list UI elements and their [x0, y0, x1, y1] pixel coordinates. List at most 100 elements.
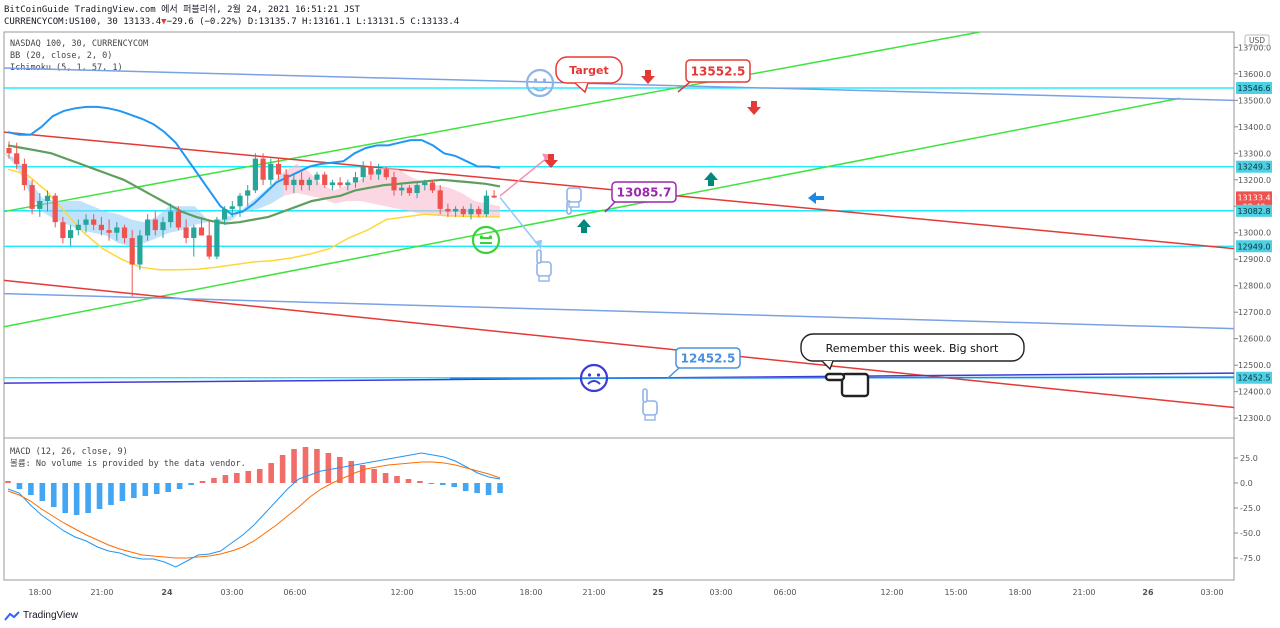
candle-body[interactable]	[291, 179, 297, 186]
red-down-arrow-icon[interactable]	[641, 70, 655, 84]
candle-body[interactable]	[275, 163, 282, 175]
candle-body[interactable]	[306, 179, 312, 186]
candle-body[interactable]	[175, 211, 181, 228]
candle-body[interactable]	[283, 174, 289, 186]
blue-left-arrow-icon[interactable]	[808, 192, 824, 204]
target-callout[interactable]: Target	[555, 56, 623, 94]
candle-body[interactable]	[91, 219, 97, 225]
candle-body[interactable]	[422, 182, 428, 186]
candle-body[interactable]	[453, 208, 459, 212]
macd-histogram-bar	[85, 483, 91, 513]
candle-body[interactable]	[6, 148, 12, 154]
red-down-arrow-icon[interactable]	[544, 154, 558, 168]
teal-up-arrow-icon[interactable]	[704, 172, 718, 186]
candle-body[interactable]	[121, 227, 128, 239]
candle-body[interactable]	[476, 208, 482, 215]
sad-face-icon[interactable]	[579, 363, 609, 393]
candle-body[interactable]	[491, 195, 497, 198]
candle-body[interactable]	[368, 166, 374, 175]
candle-body[interactable]	[260, 158, 266, 180]
candle-body[interactable]	[198, 227, 205, 236]
price-tag	[1236, 204, 1272, 217]
candle-body[interactable]	[329, 182, 335, 186]
candle-body[interactable]	[83, 219, 89, 225]
neutral-face-icon[interactable]	[471, 225, 501, 255]
currency-box[interactable]	[1244, 34, 1270, 47]
pointing-hand-black-icon[interactable]	[824, 372, 870, 398]
red-down-arrow-icon[interactable]	[747, 101, 761, 115]
legend-ichimoku[interactable]: Ichimoku (5, 1, 57, 1)	[10, 63, 123, 73]
candle-body[interactable]	[252, 158, 258, 191]
candle-body[interactable]	[44, 195, 51, 201]
candle-body[interactable]	[245, 190, 251, 196]
candle-body[interactable]	[229, 206, 235, 209]
candle-body[interactable]	[468, 208, 474, 215]
candle-body[interactable]	[299, 179, 305, 186]
pointing-hand-up-icon[interactable]	[536, 249, 552, 282]
candle-body[interactable]	[322, 174, 328, 186]
candle-body[interactable]	[445, 208, 451, 212]
pointing-hand-down-icon[interactable]	[566, 187, 582, 215]
candle-body[interactable]	[268, 163, 274, 180]
candle-body[interactable]	[160, 222, 166, 231]
candle-body[interactable]	[68, 230, 74, 239]
candle-body[interactable]	[37, 200, 43, 209]
price-label-13552[interactable]: 13552.5	[685, 59, 751, 83]
candle-body[interactable]	[29, 185, 35, 209]
macd-tick-label: -75.0	[1240, 554, 1261, 563]
candle-body[interactable]	[414, 185, 420, 194]
candle-body[interactable]	[222, 208, 228, 220]
comment-callout[interactable]: Remember this week. Big short	[800, 333, 1025, 371]
price-label-13085[interactable]: 13085.7	[611, 181, 677, 203]
candle-body[interactable]	[206, 235, 212, 257]
trend-line-steel-upper[interactable]	[3, 67, 1235, 102]
candle-body[interactable]	[145, 219, 151, 236]
legend-bollinger[interactable]: BB (20, close, 2, 0)	[10, 51, 113, 61]
legend-symbol[interactable]: NASDAQ 100, 30, CURRENCYCOM	[10, 39, 149, 49]
price-tag	[1236, 81, 1272, 94]
candle-body[interactable]	[360, 166, 366, 178]
pointing-hand-up-icon[interactable]	[642, 388, 658, 421]
candle-body[interactable]	[21, 163, 27, 186]
candle-body[interactable]	[314, 174, 320, 180]
candle-body[interactable]	[60, 222, 66, 239]
teal-up-arrow-icon[interactable]	[577, 219, 591, 233]
candle-body[interactable]	[214, 219, 220, 257]
tradingview-logo[interactable]: TradingView	[4, 610, 78, 621]
price-tag-label: 13249.3	[1237, 163, 1270, 172]
candle-body[interactable]	[337, 182, 343, 186]
happy-face-icon[interactable]	[525, 68, 555, 98]
candle-body[interactable]	[137, 235, 143, 265]
candle-body[interactable]	[383, 169, 389, 178]
candle-body[interactable]	[376, 169, 382, 175]
candle-body[interactable]	[399, 187, 405, 191]
candle-body[interactable]	[483, 195, 489, 215]
candle-body[interactable]	[345, 182, 351, 186]
candle-body[interactable]	[168, 211, 174, 223]
candle-body[interactable]	[98, 224, 104, 231]
candle-body[interactable]	[14, 153, 20, 164]
candle-body[interactable]	[129, 238, 135, 265]
candle-body[interactable]	[183, 227, 189, 239]
candle-body[interactable]	[437, 190, 443, 209]
candle-body[interactable]	[391, 177, 397, 191]
candle-body[interactable]	[429, 182, 436, 191]
candle-body[interactable]	[237, 195, 243, 207]
trend-line-green-upper[interactable]	[3, 31, 981, 213]
candle-body[interactable]	[152, 219, 158, 231]
trend-line-steel-lower[interactable]	[3, 292, 1235, 330]
candle-body[interactable]	[106, 230, 112, 233]
time-tick-label: 06:00	[773, 588, 796, 597]
candle-body[interactable]	[406, 187, 412, 194]
candle-body[interactable]	[191, 227, 197, 239]
candle-body[interactable]	[52, 195, 58, 223]
price-label-12452[interactable]: 12452.5	[675, 347, 741, 369]
legend-macd[interactable]: MACD (12, 26, close, 9)	[10, 447, 128, 457]
candle-body[interactable]	[460, 208, 466, 215]
candle-body[interactable]	[75, 224, 81, 231]
candle-body[interactable]	[352, 177, 359, 183]
trend-line-green-lower[interactable]	[3, 97, 1181, 328]
candle-body[interactable]	[114, 227, 120, 233]
trend-line-red-lower[interactable]	[3, 279, 1235, 409]
